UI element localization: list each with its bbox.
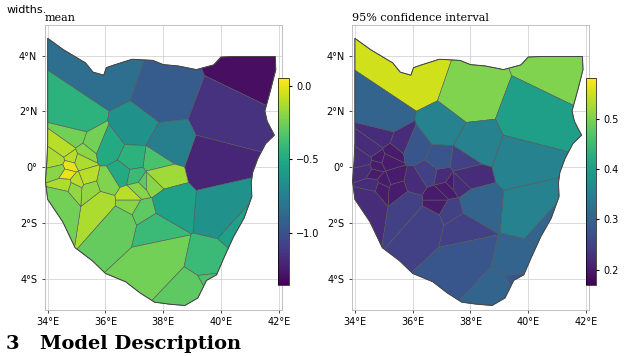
Polygon shape bbox=[355, 38, 452, 111]
Polygon shape bbox=[152, 267, 204, 305]
Polygon shape bbox=[422, 200, 448, 215]
Polygon shape bbox=[382, 153, 406, 171]
Polygon shape bbox=[97, 124, 125, 166]
Polygon shape bbox=[104, 235, 191, 300]
Polygon shape bbox=[76, 143, 98, 163]
Polygon shape bbox=[198, 273, 217, 286]
Polygon shape bbox=[353, 146, 372, 168]
Polygon shape bbox=[48, 38, 145, 111]
Polygon shape bbox=[375, 182, 389, 206]
Polygon shape bbox=[366, 169, 384, 179]
Text: 3   Model Description: 3 Model Description bbox=[6, 335, 241, 353]
Polygon shape bbox=[45, 164, 65, 183]
Polygon shape bbox=[132, 198, 156, 225]
Text: 95% confidence interval: 95% confidence interval bbox=[352, 13, 489, 23]
Polygon shape bbox=[453, 119, 503, 167]
Polygon shape bbox=[79, 165, 100, 185]
Polygon shape bbox=[106, 160, 130, 188]
Polygon shape bbox=[59, 169, 77, 179]
Polygon shape bbox=[146, 164, 188, 189]
Polygon shape bbox=[371, 149, 385, 163]
Polygon shape bbox=[63, 161, 79, 172]
Polygon shape bbox=[422, 185, 449, 200]
Polygon shape bbox=[118, 145, 146, 169]
Polygon shape bbox=[355, 70, 417, 132]
Polygon shape bbox=[115, 185, 141, 200]
Polygon shape bbox=[412, 235, 498, 300]
Polygon shape bbox=[370, 161, 386, 172]
Polygon shape bbox=[492, 233, 536, 276]
Polygon shape bbox=[202, 57, 276, 105]
Polygon shape bbox=[390, 121, 416, 154]
Polygon shape bbox=[97, 166, 120, 195]
Polygon shape bbox=[146, 119, 196, 167]
Polygon shape bbox=[68, 182, 82, 206]
Polygon shape bbox=[434, 182, 458, 199]
Polygon shape bbox=[83, 121, 109, 154]
Polygon shape bbox=[131, 213, 191, 247]
Polygon shape bbox=[63, 149, 77, 163]
Polygon shape bbox=[108, 101, 159, 146]
Polygon shape bbox=[384, 206, 444, 272]
Polygon shape bbox=[438, 213, 499, 247]
Polygon shape bbox=[48, 122, 87, 148]
Polygon shape bbox=[75, 192, 116, 249]
Polygon shape bbox=[505, 273, 524, 286]
Polygon shape bbox=[388, 181, 408, 206]
Polygon shape bbox=[353, 164, 372, 183]
Polygon shape bbox=[353, 178, 378, 192]
Polygon shape bbox=[453, 164, 495, 189]
Polygon shape bbox=[383, 143, 405, 163]
Polygon shape bbox=[184, 233, 228, 276]
Polygon shape bbox=[75, 153, 99, 171]
Polygon shape bbox=[404, 166, 427, 195]
Polygon shape bbox=[500, 178, 559, 239]
Polygon shape bbox=[386, 165, 407, 185]
Polygon shape bbox=[77, 206, 136, 272]
Polygon shape bbox=[131, 60, 205, 122]
Polygon shape bbox=[404, 124, 432, 166]
Polygon shape bbox=[46, 187, 81, 247]
Polygon shape bbox=[454, 172, 471, 198]
Polygon shape bbox=[525, 204, 557, 248]
Text: widths.: widths. bbox=[6, 5, 47, 15]
Polygon shape bbox=[415, 101, 466, 146]
Polygon shape bbox=[48, 70, 109, 132]
Polygon shape bbox=[382, 192, 423, 249]
Polygon shape bbox=[353, 187, 388, 247]
Polygon shape bbox=[81, 181, 100, 206]
Polygon shape bbox=[193, 178, 252, 239]
Polygon shape bbox=[459, 183, 504, 234]
Text: mean: mean bbox=[45, 13, 76, 23]
Polygon shape bbox=[495, 75, 582, 152]
Polygon shape bbox=[184, 135, 261, 190]
Polygon shape bbox=[450, 146, 482, 171]
Polygon shape bbox=[147, 172, 164, 198]
Polygon shape bbox=[143, 146, 175, 171]
Polygon shape bbox=[47, 128, 76, 157]
Polygon shape bbox=[70, 171, 84, 188]
Polygon shape bbox=[138, 171, 147, 190]
Polygon shape bbox=[355, 128, 383, 157]
Polygon shape bbox=[425, 145, 453, 169]
Polygon shape bbox=[218, 204, 250, 248]
Polygon shape bbox=[45, 178, 71, 192]
Polygon shape bbox=[355, 122, 394, 148]
Polygon shape bbox=[188, 75, 275, 152]
Polygon shape bbox=[492, 135, 568, 190]
Polygon shape bbox=[413, 160, 437, 188]
Polygon shape bbox=[378, 171, 391, 188]
Polygon shape bbox=[459, 267, 511, 305]
Polygon shape bbox=[46, 146, 65, 168]
Polygon shape bbox=[115, 200, 141, 215]
Polygon shape bbox=[127, 167, 146, 185]
Polygon shape bbox=[434, 167, 453, 185]
Polygon shape bbox=[445, 171, 454, 190]
Polygon shape bbox=[439, 198, 463, 225]
Polygon shape bbox=[152, 183, 196, 234]
Polygon shape bbox=[509, 57, 583, 105]
Polygon shape bbox=[127, 182, 151, 199]
Polygon shape bbox=[438, 60, 512, 122]
